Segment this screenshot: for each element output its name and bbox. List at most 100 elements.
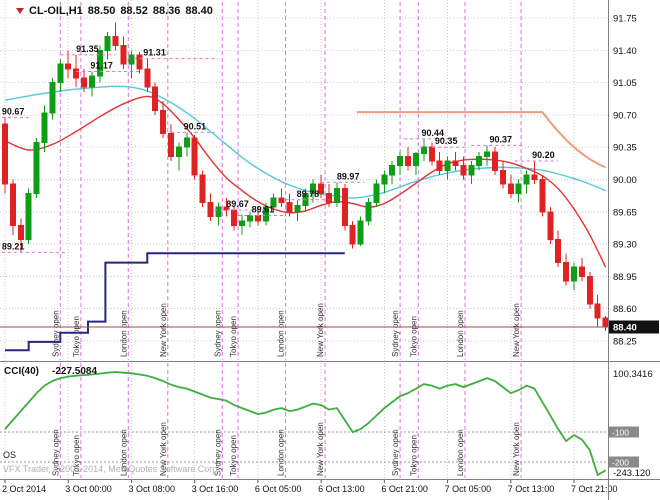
price-annotation-label: 91.35 — [76, 44, 99, 54]
session-label: New York open — [159, 422, 168, 476]
candle-body — [207, 202, 214, 217]
candle-body — [563, 262, 570, 282]
session-label: London open — [456, 310, 465, 357]
candle-body — [357, 220, 364, 245]
price-annotations-layer: 90.67 89.21 91.35 91.17 91.31 90.51 89.6789.61… — [1, 44, 559, 253]
candle-body — [152, 86, 159, 111]
candle-body — [484, 151, 491, 157]
time-tick-label: 6 Oct 13:00 — [318, 484, 365, 494]
cci-indicator-layer — [4, 371, 607, 477]
candle-body — [25, 192, 32, 240]
session-label: New York open — [316, 303, 325, 357]
candle-body — [523, 174, 530, 185]
indicator-value: -227.5084 — [52, 366, 97, 377]
indicator-levels-layer: -100 -200 — [0, 426, 639, 468]
price-tick-label: 88.60 — [613, 304, 637, 315]
symbol-timeframe-label: CL-OIL,H1 — [29, 5, 83, 17]
candle-body — [160, 109, 167, 134]
session-label: Tokyo open — [72, 435, 81, 476]
price-annotation-label: 91.31 — [143, 48, 166, 58]
price-annotation-label: 89.67 — [226, 199, 249, 209]
session-label: Sydney open — [213, 310, 222, 357]
indicator-max-label: 100.3416 — [613, 369, 653, 380]
price-annotation-label: 89.97 — [337, 171, 360, 181]
session-label: Tokyo open — [72, 316, 81, 357]
candle-body — [262, 206, 269, 222]
price-annotation-label: 90.37 — [489, 134, 512, 144]
candle-body — [223, 206, 230, 211]
candle-body — [381, 174, 388, 185]
candle-body — [33, 142, 40, 194]
time-tick-label: 7 Oct 13:00 — [508, 484, 555, 494]
indicator-name: CCI(40) — [4, 366, 39, 377]
current-price-value: 88.40 — [613, 323, 637, 334]
session-label: Sydney open — [51, 310, 60, 357]
candle-body — [594, 303, 601, 319]
candle-body — [17, 225, 24, 240]
session-label: Tokyo open — [409, 435, 418, 476]
candle-body — [412, 153, 419, 167]
candle-body — [167, 132, 174, 157]
session-label: Tokyo open — [229, 316, 238, 357]
price-annotation-label: 90.20 — [532, 150, 555, 160]
os-label: OS — [3, 450, 17, 460]
candle-body — [420, 146, 427, 155]
candle-body — [199, 174, 206, 204]
cci-level-badge-label: -100 — [612, 427, 629, 437]
candle-body — [436, 160, 443, 171]
time-tick-label: 3 Oct 16:00 — [192, 484, 239, 494]
price-tick-label: 90.70 — [613, 110, 637, 121]
session-markers-layer: Sydney open Sydney open Tokyo open Tokyo op… — [51, 2, 522, 478]
time-tick-label: 3 Oct 08:00 — [128, 484, 175, 494]
session-label: London open — [277, 310, 286, 357]
candle-body — [571, 266, 578, 282]
candle-body — [231, 209, 238, 227]
indicator-min-label: -243.120 — [613, 468, 651, 479]
price-annotation-label: 89.78 — [297, 189, 320, 199]
symbol-marker-icon[interactable] — [16, 8, 24, 14]
price-tick-label: 89.30 — [613, 240, 637, 251]
trail-stop-line — [356, 111, 607, 169]
candle-body — [81, 77, 88, 88]
candle-body — [499, 169, 506, 185]
price-tick-label: 91.75 — [613, 14, 637, 25]
candle-body — [349, 225, 356, 245]
candle-body — [428, 146, 435, 162]
ma-slow-line — [4, 85, 606, 199]
time-tick-label: 7 Oct 21:00 — [571, 484, 618, 494]
cci-line — [4, 371, 607, 477]
session-label: London open — [119, 310, 128, 357]
cci-level-badge — [609, 426, 639, 438]
price-tick-label: 89.65 — [613, 207, 637, 218]
session-label: New York open — [316, 422, 325, 476]
session-label: Sydney open — [51, 429, 60, 476]
candle-body — [460, 165, 467, 176]
candle-body — [578, 266, 585, 277]
candle-body — [286, 202, 293, 213]
session-label: New York open — [159, 303, 168, 357]
time-tick-label: 2 Oct 2014 — [2, 484, 46, 494]
session-label: Tokyo open — [409, 316, 418, 357]
ohlc-close-value: 88.40 — [185, 5, 213, 17]
candle-body — [507, 183, 514, 194]
session-label: New York open — [512, 303, 521, 357]
candle-body — [586, 275, 593, 305]
price-tick-label: 90.35 — [613, 143, 637, 154]
price-annotation-label: 91.17 — [90, 61, 113, 71]
time-tick-label: 6 Oct 21:00 — [381, 484, 428, 494]
candle-body — [183, 137, 190, 148]
session-label: Tokyo open — [229, 435, 238, 476]
candle-body — [120, 45, 127, 65]
candle-body — [112, 35, 119, 47]
ohlc-low-value: 88.36 — [152, 5, 181, 17]
candle-body — [294, 204, 301, 213]
candle-body — [531, 174, 538, 180]
current-price-badge — [609, 320, 659, 334]
price-tick-label: 88.95 — [613, 272, 637, 283]
candle-body — [191, 137, 198, 176]
cci-level-badge — [609, 456, 639, 468]
price-annotation-label: 89.61 — [252, 204, 275, 214]
candle-body — [444, 160, 451, 171]
candle-body — [41, 112, 48, 144]
